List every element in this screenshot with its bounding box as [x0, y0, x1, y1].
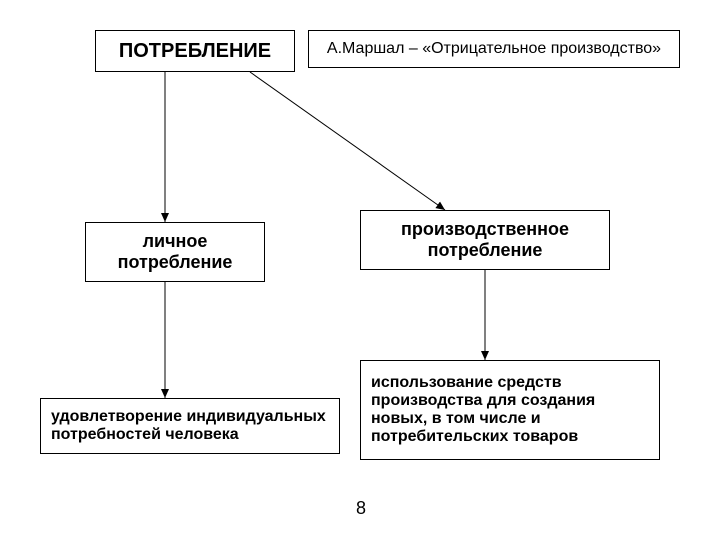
node-root-label: ПОТРЕБЛЕНИЕ [119, 40, 271, 63]
page-number-value: 8 [356, 498, 366, 518]
node-note: А.Маршал – «Отрицательное производство» [308, 30, 680, 68]
node-right-desc-label: использование средств производства для с… [371, 374, 649, 446]
node-note-label: А.Маршал – «Отрицательное производство» [327, 40, 661, 58]
node-right-mid-label: производственное потребление [371, 219, 599, 261]
node-right-desc: использование средств производства для с… [360, 360, 660, 460]
diagram-stage: ПОТРЕБЛЕНИЕ А.Маршал – «Отрицательное пр… [0, 0, 720, 540]
node-left-mid: личное потребление [85, 222, 265, 282]
node-root: ПОТРЕБЛЕНИЕ [95, 30, 295, 72]
node-right-mid: производственное потребление [360, 210, 610, 270]
page-number: 8 [356, 498, 366, 519]
node-left-mid-label: личное потребление [96, 231, 254, 273]
node-left-desc: удовлетворение индивидуальных потребност… [40, 398, 340, 454]
node-left-desc-label: удовлетворение индивидуальных потребност… [51, 408, 329, 444]
